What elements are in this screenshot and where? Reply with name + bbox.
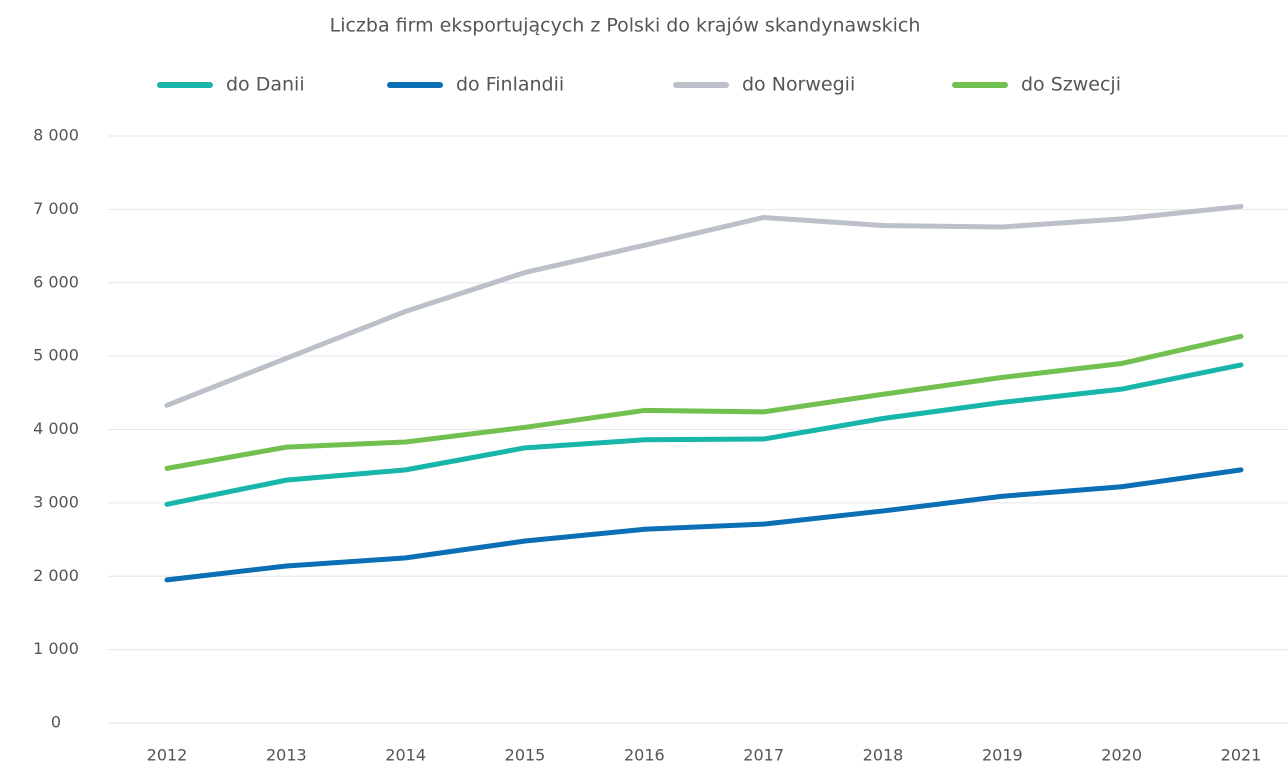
y-tick-label: 3 000 xyxy=(33,492,79,511)
y-tick-label: 7 000 xyxy=(33,199,79,218)
legend-label: do Danii xyxy=(226,74,305,96)
legend-label: do Finlandii xyxy=(456,74,564,96)
x-tick-label: 2021 xyxy=(1221,746,1262,765)
x-tick-label: 2016 xyxy=(624,746,665,765)
legend-label: do Szwecji xyxy=(1021,74,1121,96)
y-tick-label: 4 000 xyxy=(33,419,79,438)
legend-label: do Norwegii xyxy=(742,74,855,96)
x-tick-label: 2012 xyxy=(147,746,188,765)
x-tick-label: 2017 xyxy=(743,746,784,765)
x-tick-label: 2013 xyxy=(266,746,307,765)
series-line xyxy=(164,362,1244,507)
series-line xyxy=(164,467,1244,583)
series-line xyxy=(164,203,1244,408)
y-tick-label: 2 000 xyxy=(33,566,79,585)
chart-title: Liczba firm eksportujących z Polski do k… xyxy=(330,15,921,37)
y-tick-label: 5 000 xyxy=(33,346,79,365)
x-tick-label: 2020 xyxy=(1101,746,1142,765)
x-tick-label: 2015 xyxy=(505,746,546,765)
y-tick-label: 6 000 xyxy=(33,272,79,291)
series-line xyxy=(164,333,1244,471)
y-tick-label: 1 000 xyxy=(33,639,79,658)
y-tick-label: 0 xyxy=(51,713,61,732)
x-tick-label: 2018 xyxy=(863,746,904,765)
y-tick-label: 8 000 xyxy=(33,126,79,145)
x-tick-label: 2014 xyxy=(385,746,426,765)
x-tick-label: 2019 xyxy=(982,746,1023,765)
